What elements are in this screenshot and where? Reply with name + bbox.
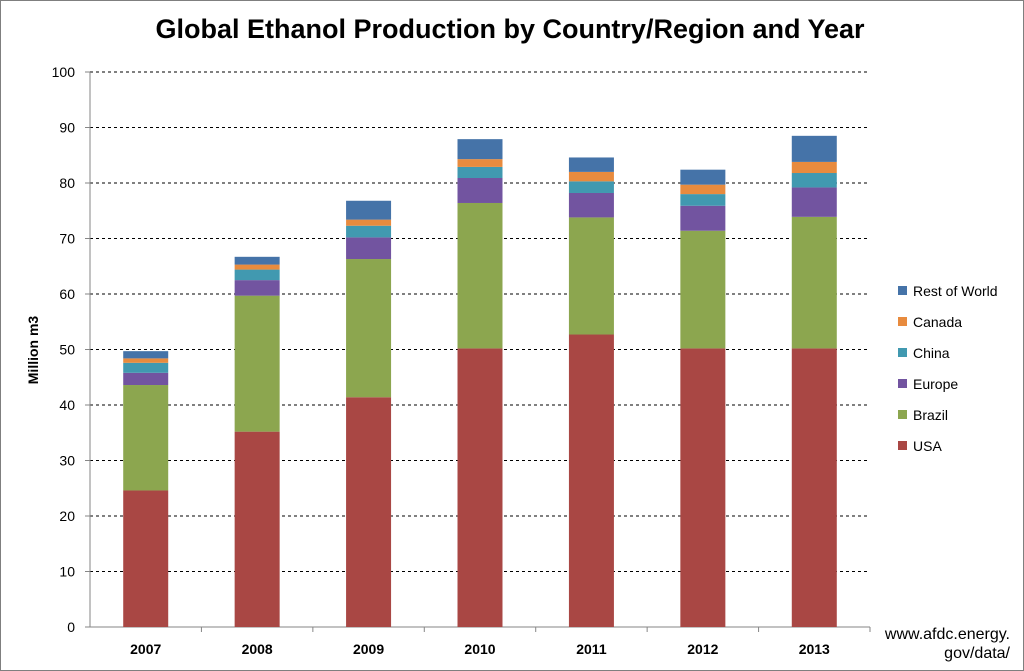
x-tick-label: 2007 <box>130 641 161 657</box>
chart-legend: Rest of World Canada China Europe Brazil USA <box>898 275 998 461</box>
bar-segment-rest-of-world <box>123 351 169 359</box>
bar-segment-canada <box>680 184 726 195</box>
bar-segment-brazil <box>457 202 503 349</box>
x-tick-label: 2009 <box>353 641 384 657</box>
bar-segment-brazil <box>234 295 280 432</box>
x-tick-label: 2013 <box>799 641 830 657</box>
legend-swatch <box>898 410 907 419</box>
bar-segment-canada <box>234 264 280 270</box>
x-tick-label: 2012 <box>687 641 718 657</box>
y-tick-label: 0 <box>67 619 75 635</box>
bar-segment-europe <box>234 280 280 296</box>
legend-swatch <box>898 441 907 450</box>
legend-label: Rest of World <box>913 282 998 299</box>
bar-segment-usa <box>234 431 280 627</box>
bar-segment-europe <box>791 187 837 217</box>
bar-segment-brazil <box>680 230 726 349</box>
y-tick-label: 80 <box>59 175 75 191</box>
x-tick-label: 2011 <box>576 641 607 657</box>
legend-label: USA <box>913 437 942 454</box>
bar-segment-brazil <box>568 217 614 335</box>
legend-label: China <box>913 344 950 361</box>
bar-segment-usa <box>791 348 837 627</box>
bar-segment-canada <box>123 358 169 363</box>
legend-item: Canada <box>898 306 998 337</box>
y-tick-label: 30 <box>59 453 75 469</box>
source-line-2: gov/data/ <box>944 645 1010 662</box>
bar-segment-canada <box>346 219 392 226</box>
bar-segment-usa <box>346 397 392 627</box>
x-tick-label: 2008 <box>242 641 273 657</box>
legend-label: Europe <box>913 375 959 392</box>
bar-segment-brazil <box>791 216 837 349</box>
bar-segment-china <box>123 362 169 373</box>
legend-swatch <box>898 348 907 357</box>
legend-item: China <box>898 337 998 368</box>
bar-segment-rest-of-world <box>346 200 392 220</box>
bar-segment-canada <box>457 159 503 167</box>
bar-segment-china <box>457 166 503 179</box>
legend-item: Brazil <box>898 399 998 430</box>
bar-segment-canada <box>791 161 837 174</box>
bar-segment-europe <box>568 192 614 218</box>
legend-label: Canada <box>913 313 963 330</box>
bar-segment-usa <box>568 334 614 627</box>
bar-segment-usa <box>680 348 726 627</box>
bar-segment-rest-of-world <box>680 169 726 185</box>
y-tick-label: 20 <box>59 508 75 524</box>
bar-segment-canada <box>568 171 614 182</box>
bar-segment-china <box>791 173 837 188</box>
bar-segment-brazil <box>123 385 169 491</box>
legend-swatch <box>898 317 907 326</box>
bar-segment-europe <box>680 205 726 231</box>
legend-swatch <box>898 286 907 295</box>
legend-item: USA <box>898 430 998 461</box>
bar-segment-usa <box>123 490 169 627</box>
source-note: www.afdc.energy. gov/data/ <box>885 625 1010 663</box>
y-tick-label: 10 <box>59 564 75 580</box>
bar-segment-europe <box>123 372 169 386</box>
bar-segment-rest-of-world <box>457 139 503 160</box>
bar-segment-rest-of-world <box>568 157 614 172</box>
y-tick-label: 90 <box>59 120 75 136</box>
bar-segment-china <box>346 225 392 238</box>
y-tick-label: 100 <box>52 64 76 80</box>
y-tick-label: 40 <box>59 397 75 413</box>
legend-swatch <box>898 379 907 388</box>
legend-item: Rest of World <box>898 275 998 306</box>
bar-segment-europe <box>457 178 503 203</box>
legend-label: Brazil <box>913 406 949 423</box>
chart-title: Global Ethanol Production by Country/Reg… <box>155 14 865 44</box>
bar-segment-china <box>680 194 726 206</box>
legend-item: Europe <box>898 368 998 399</box>
bar-segment-china <box>568 181 614 193</box>
bar-segment-brazil <box>346 259 392 398</box>
x-tick-label: 2010 <box>464 641 495 657</box>
y-tick-label: 70 <box>59 231 75 247</box>
bar-segment-china <box>234 269 280 281</box>
bar-segment-europe <box>346 237 392 260</box>
bar-segment-usa <box>457 348 503 627</box>
bar-segment-rest-of-world <box>791 135 837 162</box>
y-tick-label: 60 <box>59 286 75 302</box>
source-line-1: www.afdc.energy. <box>884 626 1010 643</box>
y-tick-label: 50 <box>59 342 75 358</box>
bar-segment-rest-of-world <box>234 256 280 265</box>
